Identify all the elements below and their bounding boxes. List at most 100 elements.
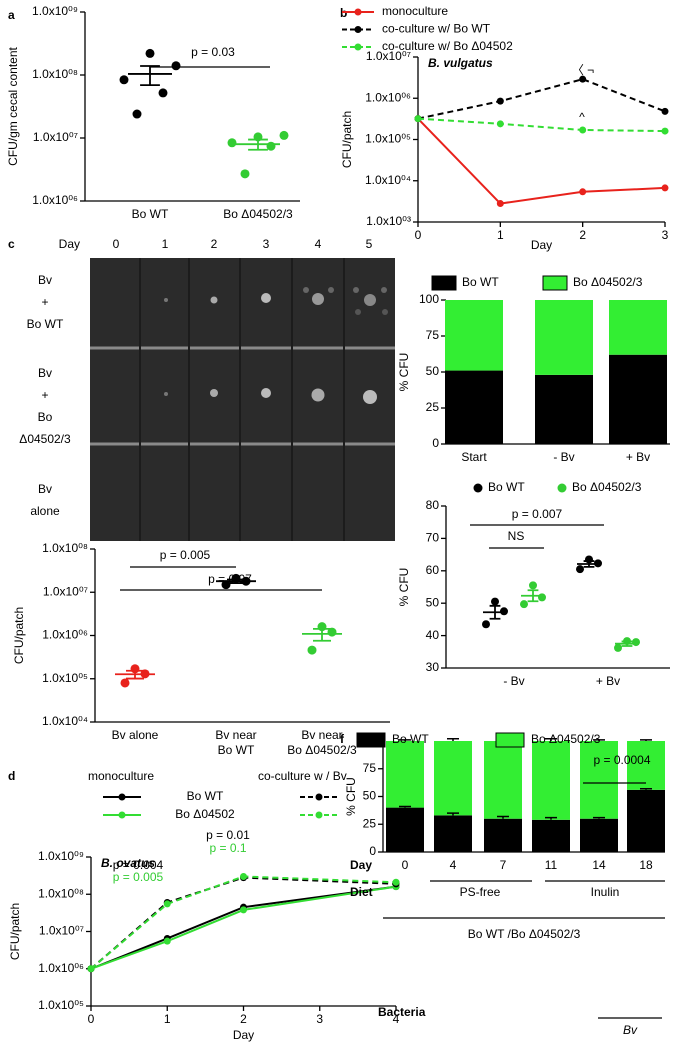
y-tick-label: 1.0x10⁰⁵	[365, 132, 411, 146]
x-tick-label: 2	[579, 228, 586, 242]
colony-spot	[303, 287, 309, 293]
legend-label: Bo Δ04502/3	[573, 275, 643, 289]
data-point	[576, 565, 584, 574]
strain-label: Bo WT /Bo Δ04502/3	[468, 927, 581, 941]
y-tick-label: 40	[426, 628, 440, 642]
y-axis-label: % CFU	[397, 568, 411, 607]
day-number: 5	[366, 237, 373, 251]
row-label: Bv	[38, 366, 52, 380]
y-tick-label: 1.0x10⁰³	[366, 214, 411, 228]
data-point	[632, 638, 640, 647]
legend-marker	[354, 26, 362, 33]
error-bar	[527, 589, 539, 603]
error-bar	[399, 739, 411, 741]
data-point	[579, 75, 587, 83]
x-tick-label: 0	[88, 1012, 95, 1026]
y-axis-label: % CFU	[344, 777, 358, 816]
y-tick-label: 1.0x10⁰⁷	[39, 924, 84, 938]
colony-spot	[381, 287, 387, 293]
diet-label: Inulin	[591, 885, 620, 899]
data-point	[529, 581, 537, 590]
series-line	[417, 117, 666, 133]
series-line	[90, 885, 397, 970]
x-tick-label: 0	[415, 228, 422, 242]
error-bar	[583, 560, 595, 568]
x-axis-label: Day	[233, 1028, 254, 1042]
x-tick-label: Bo Δ04502/3	[223, 207, 293, 221]
legend-header: monoculture	[88, 769, 154, 783]
panel-label: a	[8, 8, 15, 22]
bacteria-label: Bv	[623, 1023, 638, 1037]
data-point	[392, 878, 400, 886]
y-tick-label: 1.0x10⁰⁶	[365, 90, 411, 104]
row-label: Diet	[350, 885, 373, 899]
legend-label: monoculture	[382, 4, 448, 18]
error-bar	[545, 816, 557, 820]
x-tick-label: 11	[545, 858, 558, 872]
y-tick-label: 70	[426, 531, 440, 545]
legend-marker	[315, 811, 323, 819]
y-tick-label: 1.0x10⁰⁷	[43, 584, 88, 598]
day-number: 4	[315, 237, 322, 251]
error-bar	[126, 669, 144, 680]
y-tick-label: 1.0x10⁰⁸	[38, 886, 84, 900]
bar-segment	[609, 300, 667, 355]
diet-label: PS-free	[460, 885, 501, 899]
error-bar	[140, 65, 160, 87]
annotation: ^	[579, 110, 585, 124]
bar-segment	[535, 374, 593, 444]
row-label: Bv	[38, 482, 52, 496]
series-line	[417, 117, 666, 205]
x-axis-label: Day	[531, 238, 552, 252]
error-bar	[545, 738, 557, 741]
data-point	[158, 88, 168, 98]
bar-segment	[445, 300, 503, 371]
legend-label: Bo WT	[462, 275, 499, 289]
legend-label: co-culture w/ Bo WT	[382, 22, 491, 36]
data-point	[132, 109, 142, 119]
error-bar	[593, 816, 605, 819]
y-axis-label: CFU/gm cecal content	[6, 46, 20, 165]
y-tick-label: 25	[426, 400, 440, 414]
x-tick-label: - Bv	[553, 450, 574, 464]
legend-swatch	[356, 732, 386, 748]
data-point	[171, 61, 181, 71]
error-bar	[593, 739, 605, 741]
series-line	[90, 885, 397, 970]
y-tick-label: 1.0x10⁰⁸	[42, 541, 88, 555]
legend-label: Bo Δ04502	[175, 807, 235, 821]
y-tick-label: 25	[363, 816, 377, 830]
annotation: p = 0.07	[208, 572, 252, 586]
y-tick-label: 1.0x10⁰⁹	[38, 849, 84, 863]
y-tick-label: 30	[426, 660, 440, 674]
data-point	[120, 678, 130, 688]
y-tick-label: 0	[432, 436, 439, 450]
legend-label: Bo WT	[488, 480, 525, 494]
x-tick-label: Bv near	[215, 728, 256, 742]
x-tick-label: 3	[662, 228, 669, 242]
bar-segment	[627, 789, 665, 852]
legend-swatch	[495, 732, 525, 748]
y-tick-label: 1.0x10⁰⁸	[32, 67, 78, 81]
bar-segment	[532, 819, 570, 852]
x-tick-label: Bo WT	[132, 207, 169, 221]
bar-segment	[580, 818, 618, 852]
annotation: p = 0.03	[191, 45, 235, 59]
legend-marker	[354, 43, 362, 51]
data-point	[240, 906, 247, 914]
bar-segment	[386, 741, 424, 808]
day-label: Day	[59, 237, 80, 251]
error-bar	[447, 812, 459, 816]
y-axis-label: CFU/patch	[8, 903, 22, 960]
day-number: 1	[162, 237, 169, 251]
y-tick-label: 50	[363, 789, 377, 803]
y-tick-label: 1.0x10⁰⁶	[32, 193, 78, 207]
legend-swatch	[542, 275, 568, 291]
x-tick-label: 3	[316, 1012, 323, 1026]
y-axis-label: % CFU	[397, 353, 411, 392]
day-number: 3	[263, 237, 270, 251]
x-tick-label: 4	[393, 1012, 400, 1026]
x-tick-label: Bo WT	[218, 743, 255, 757]
y-axis-label: CFU/patch	[12, 607, 26, 664]
